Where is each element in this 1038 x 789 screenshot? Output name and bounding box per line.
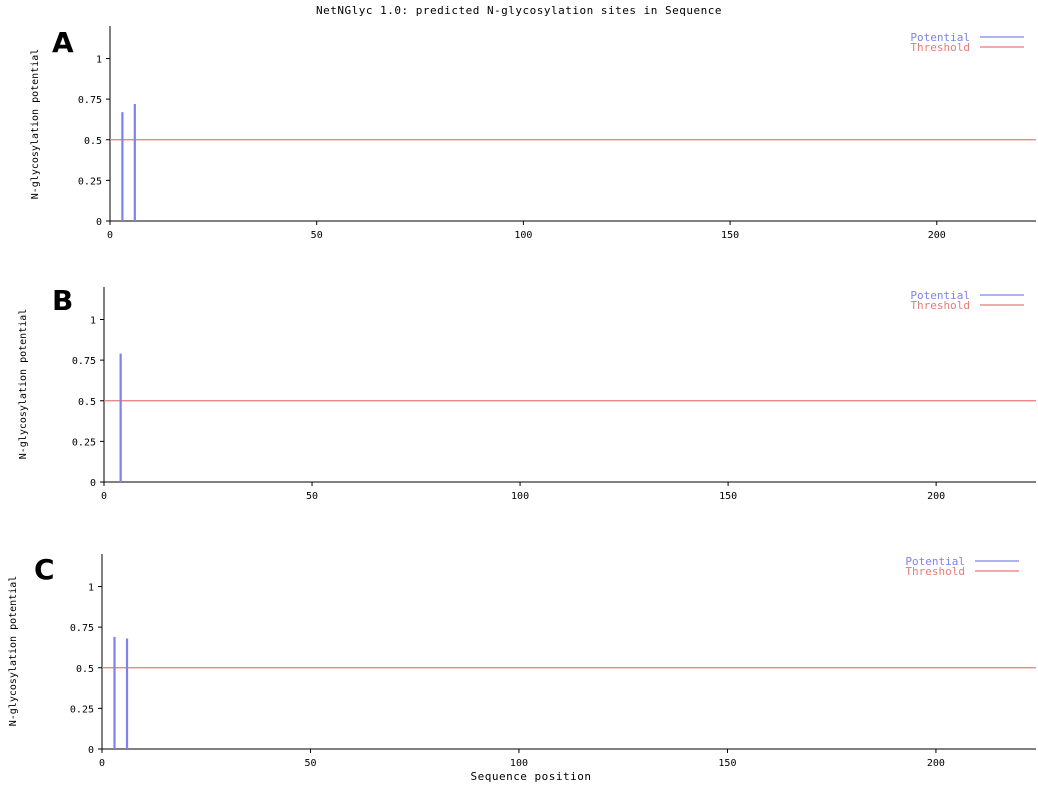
panel-a-y-axis-label: N-glycosylation potential	[30, 49, 41, 200]
panel-b-y-tick-label: 0	[90, 478, 96, 489]
panel-b-x-tick-label: 50	[306, 491, 318, 502]
panel-a-y-tick-label: 1	[96, 55, 102, 66]
panel-c-y-tick-label: 0	[88, 745, 94, 756]
panel-a-x-tick-label: 200	[928, 230, 946, 241]
panel-c-legend-threshold-label: Threshold	[905, 565, 965, 578]
figure-title: NetNGlyc 1.0: predicted N-glycosylation …	[316, 4, 722, 17]
panel-a-y-tick-label: 0	[96, 217, 102, 228]
panel-a-letter: A	[52, 26, 74, 59]
panel-a-x-tick-label: 100	[514, 230, 532, 241]
panel-a-x-tick-label: 0	[107, 230, 113, 241]
panel-b-x-tick-label: 0	[101, 491, 107, 502]
panel-a-x-tick-label: 50	[311, 230, 323, 241]
panel-a-y-tick-label: 0.75	[78, 95, 102, 106]
panel-c-x-tick-label: 0	[99, 758, 105, 769]
panel-b-x-tick-label: 150	[719, 491, 737, 502]
panel-c-y-tick-label: 0.25	[70, 704, 94, 715]
panel-b-x-tick-label: 200	[927, 491, 945, 502]
panel-c-y-tick-label: 0.5	[76, 664, 94, 675]
panel-c-x-tick-label: 50	[304, 758, 316, 769]
panel-c-x-tick-label: 100	[510, 758, 528, 769]
panel-a-legend-threshold-label: Threshold	[910, 41, 970, 54]
panel-b-y-tick-label: 0.25	[72, 437, 96, 448]
panel-c-x-tick-label: 200	[927, 758, 945, 769]
panel-b-y-axis-label: N-glycosylation potential	[18, 309, 29, 460]
panel-c-legend-potential-label: Potential	[905, 555, 965, 568]
panel-b-letter: B	[52, 284, 73, 317]
panel-b-y-tick-label: 0.75	[72, 356, 96, 367]
panel-b-legend-threshold-label: Threshold	[910, 299, 970, 312]
panel-b-legend-potential-label: Potential	[910, 289, 970, 302]
panel-c-x-tick-label: 150	[718, 758, 736, 769]
panel-b-y-tick-label: 1	[90, 316, 96, 327]
panel-a-y-tick-label: 0.5	[84, 136, 102, 147]
panel-a-legend-potential-label: Potential	[910, 31, 970, 44]
panel-a-x-tick-label: 150	[721, 230, 739, 241]
panel-c-letter: C	[34, 553, 55, 586]
panel-b-x-tick-label: 100	[511, 491, 529, 502]
panel-c-x-axis-label: Sequence position	[470, 770, 591, 783]
panel-b-y-tick-label: 0.5	[78, 397, 96, 408]
panel-c-y-tick-label: 1	[88, 583, 94, 594]
panel-c-y-axis-label: N-glycosylation potential	[8, 576, 19, 727]
panel-c-y-tick-label: 0.75	[70, 623, 94, 634]
panel-a-y-tick-label: 0.25	[78, 176, 102, 187]
